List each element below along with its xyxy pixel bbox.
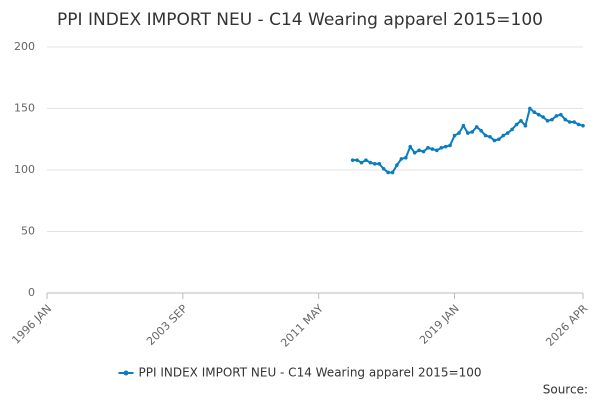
y-tick-label: 100: [14, 163, 35, 176]
point: [359, 160, 364, 165]
point: [448, 143, 452, 148]
point: [461, 123, 466, 128]
x-tick-label: 2011 MAY: [278, 302, 326, 350]
point: [355, 158, 359, 162]
source: Source:: [543, 383, 588, 397]
point: [350, 158, 355, 162]
point: [559, 112, 563, 117]
point: [572, 120, 576, 124]
point: [492, 138, 497, 143]
x-tick-label: 2026 APR: [543, 302, 590, 349]
legend-label: PPI INDEX IMPORT NEU - C14 Wearing appar…: [139, 366, 482, 380]
chart-title: PPI INDEX IMPORT NEU - C14 Wearing appar…: [57, 10, 543, 30]
point: [581, 123, 585, 128]
y-tick-label: 200: [14, 40, 35, 53]
x-tick-label: 2019 JAN: [417, 302, 462, 347]
point: [377, 162, 382, 166]
point: [412, 150, 417, 155]
y-tick-label: 0: [28, 286, 35, 299]
point: [501, 133, 506, 138]
point: [395, 163, 399, 167]
point: [576, 122, 581, 127]
x-tick-label: 2003 SEP: [144, 302, 190, 348]
x-tick-label: 1996 JAN: [9, 302, 54, 347]
point: [364, 158, 368, 162]
point: [497, 137, 501, 142]
point: [470, 130, 475, 134]
point: [457, 131, 461, 135]
point: [381, 166, 386, 171]
point: [554, 114, 559, 118]
point: [523, 123, 528, 128]
point: [404, 155, 408, 160]
legend: PPI INDEX IMPORT NEU - C14 Wearing appar…: [118, 366, 482, 380]
point: [452, 133, 457, 138]
point: [474, 125, 479, 129]
point: [536, 112, 541, 117]
point: [510, 127, 514, 132]
point: [435, 148, 439, 153]
point: [399, 157, 404, 161]
point: [505, 131, 510, 135]
point: [541, 115, 545, 119]
point: [519, 119, 523, 123]
point: [514, 122, 519, 127]
point: [488, 134, 492, 139]
point: [408, 144, 413, 149]
point: [466, 131, 470, 135]
point: [430, 147, 435, 151]
point: [550, 117, 554, 122]
point: [439, 146, 444, 150]
point: [421, 149, 426, 154]
y-tick-label: 50: [21, 225, 35, 238]
point: [532, 110, 537, 114]
line: [352, 106, 584, 174]
point: [426, 146, 430, 150]
point: [545, 119, 550, 123]
point: [386, 170, 390, 175]
point: [528, 106, 532, 111]
y-tick-label: 150: [14, 102, 35, 115]
point: [483, 133, 488, 138]
point: [563, 117, 568, 122]
point: [390, 170, 395, 175]
point: [373, 162, 377, 166]
legend-marker: [123, 370, 129, 376]
point: [479, 128, 483, 133]
point: [368, 160, 373, 165]
point: [443, 144, 448, 149]
point: [567, 120, 572, 124]
point: [417, 148, 421, 153]
